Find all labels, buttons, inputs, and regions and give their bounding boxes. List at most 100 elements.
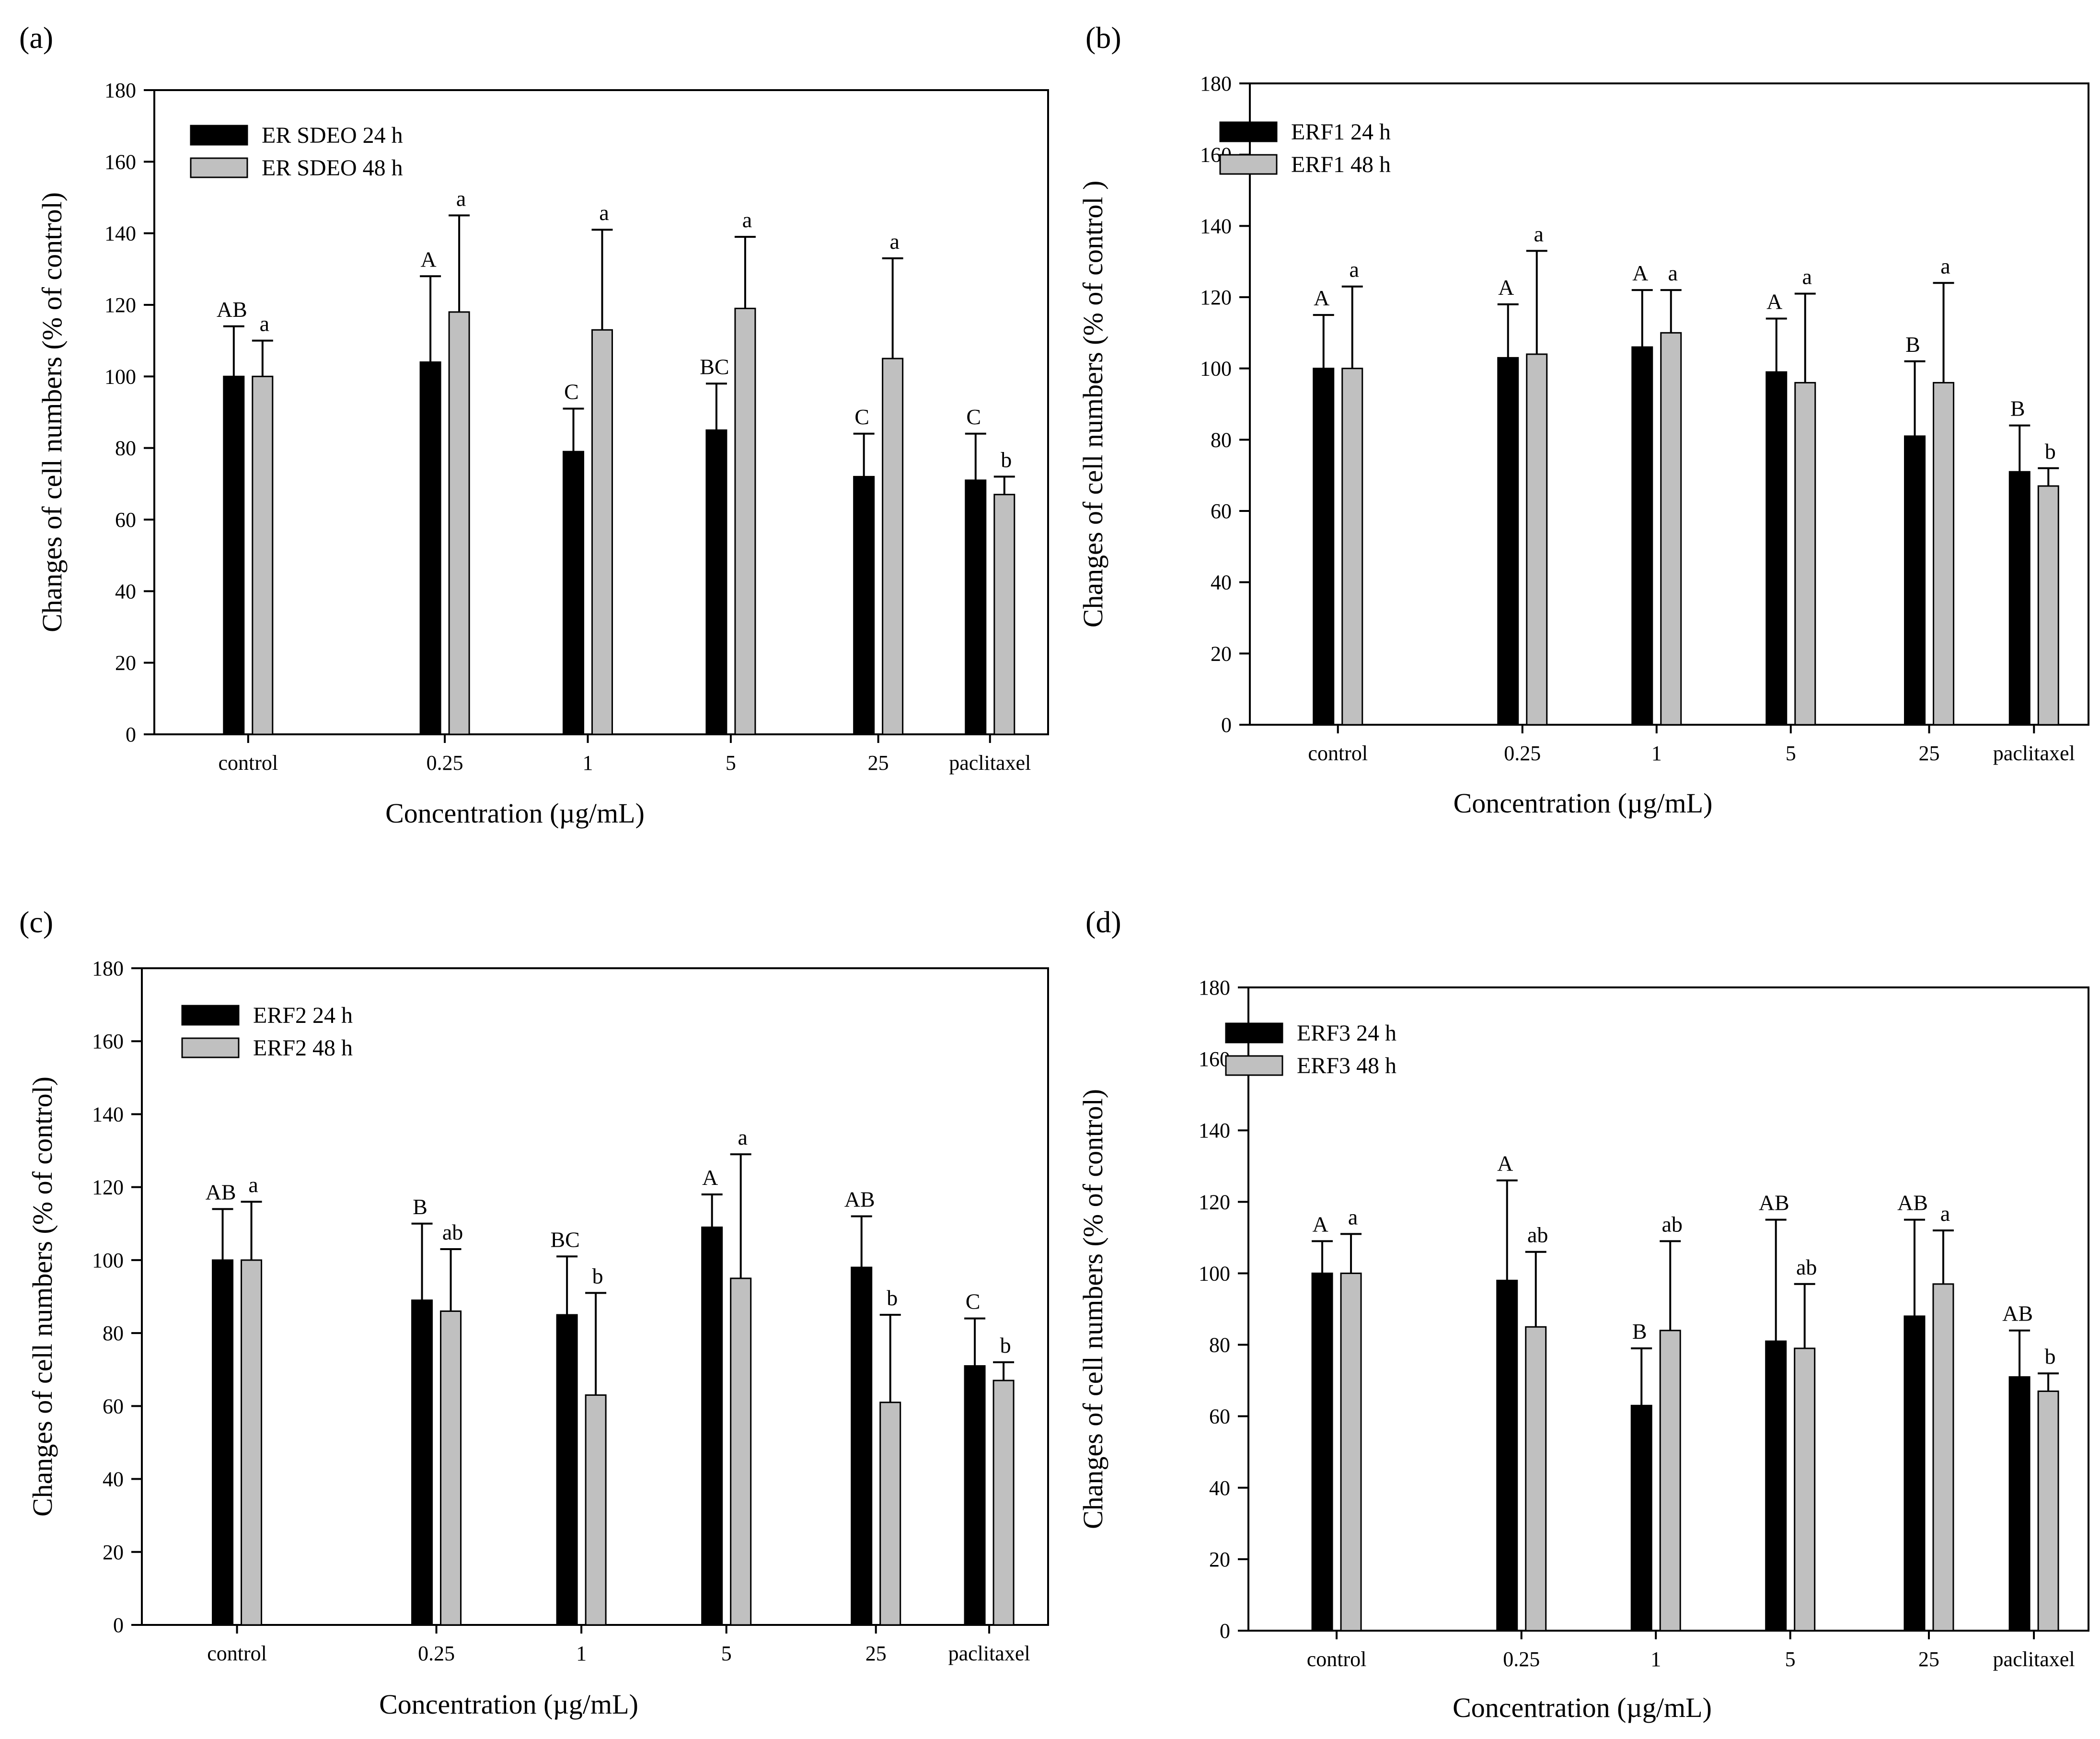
y-tick-label: 100 bbox=[92, 1249, 124, 1272]
bar-48h bbox=[879, 1402, 901, 1626]
y-tick-label: 20 bbox=[103, 1541, 124, 1564]
bar-24h bbox=[1496, 1279, 1518, 1632]
bar-48h bbox=[734, 307, 756, 735]
x-tick-label: control bbox=[207, 1642, 267, 1665]
significance-label: a bbox=[260, 312, 269, 336]
chart-panel-d: (d) 0 20 40 60 80 100 120 140 160 180 Changes of ce… bbox=[1077, 905, 2089, 1723]
panel-label: (c) bbox=[19, 905, 53, 939]
significance-label: a bbox=[742, 208, 752, 232]
significance-label: AB bbox=[1897, 1191, 1928, 1215]
significance-label: AB bbox=[2002, 1301, 2033, 1326]
y-tick-label: 180 bbox=[92, 957, 124, 980]
y-tick-label: 180 bbox=[1200, 72, 1232, 95]
significance-label: AB bbox=[217, 297, 247, 322]
y-tick-label: 120 bbox=[1200, 286, 1232, 309]
bar-48h bbox=[730, 1277, 752, 1626]
bar-24h bbox=[965, 479, 987, 735]
bar-48h bbox=[2037, 1390, 2059, 1632]
x-tick-label: 1 bbox=[1651, 742, 1662, 765]
significance-label: B bbox=[413, 1194, 427, 1219]
bar-48h bbox=[241, 1259, 263, 1626]
significance-label: AB bbox=[206, 1180, 236, 1204]
significance-label: b bbox=[1000, 1333, 1011, 1357]
bar-24h bbox=[1630, 1404, 1652, 1632]
significance-label: A bbox=[702, 1165, 718, 1190]
y-tick-label: 180 bbox=[104, 79, 136, 102]
significance-label: b bbox=[2045, 1344, 2056, 1368]
y-tick-label: 160 bbox=[1199, 1047, 1230, 1071]
bar-48h bbox=[1794, 1347, 1816, 1632]
significance-label: ab bbox=[1796, 1255, 1817, 1279]
significance-label: A bbox=[1766, 290, 1782, 314]
significance-label: AB bbox=[844, 1187, 875, 1212]
bar-24h bbox=[1765, 1340, 1787, 1632]
legend-swatch bbox=[190, 125, 248, 146]
y-tick-label: 60 bbox=[115, 508, 136, 532]
bar-24h bbox=[2008, 1376, 2031, 1632]
y-tick-label: 60 bbox=[1209, 1405, 1230, 1428]
significance-label: AB bbox=[1759, 1191, 1789, 1215]
bar-24h bbox=[851, 1266, 873, 1626]
y-tick-label: 140 bbox=[104, 222, 136, 245]
y-tick-label: 20 bbox=[1209, 1548, 1230, 1571]
significance-label: A bbox=[1632, 261, 1648, 285]
legend-label: ERF2 24 h bbox=[253, 1003, 353, 1028]
significance-label: BC bbox=[700, 354, 729, 379]
significance-label: a bbox=[248, 1172, 258, 1197]
x-tick-label: control bbox=[1308, 742, 1368, 765]
chart-panel-c: (c) 0 20 40 60 80 100 120 140 160 180 Changes of ce… bbox=[19, 905, 1049, 1720]
y-tick-label: 20 bbox=[1211, 642, 1232, 665]
bar-48h bbox=[1932, 1283, 1954, 1632]
bar-48h bbox=[882, 358, 904, 735]
y-tick-label: 40 bbox=[1211, 571, 1232, 594]
significance-label: A bbox=[1497, 1151, 1513, 1176]
x-tick-label: 25 bbox=[865, 1642, 887, 1665]
bar-24h bbox=[1904, 1315, 1926, 1632]
bar-24h bbox=[853, 475, 875, 735]
bar-24h bbox=[1765, 371, 1788, 726]
bar-24h bbox=[556, 1314, 578, 1626]
significance-label: B bbox=[1905, 332, 1920, 357]
significance-label: B bbox=[1632, 1319, 1647, 1344]
x-axis-title: Concentration (µg/mL) bbox=[1453, 1692, 1712, 1723]
significance-label: C bbox=[966, 1289, 981, 1314]
x-tick-label: 25 bbox=[1918, 1647, 1939, 1671]
y-tick-label: 20 bbox=[115, 651, 136, 675]
x-tick-label: 25 bbox=[1919, 742, 1940, 765]
legend-label: ERF1 24 h bbox=[1291, 119, 1391, 145]
significance-label: ab bbox=[442, 1220, 463, 1244]
bar-48h bbox=[1659, 1330, 1681, 1632]
x-tick-label: 0.25 bbox=[1503, 1647, 1540, 1671]
legend-swatch bbox=[181, 1037, 240, 1058]
significance-label: a bbox=[599, 200, 609, 225]
significance-label: a bbox=[889, 229, 899, 254]
bar-48h bbox=[1341, 368, 1363, 726]
significance-label: A bbox=[1498, 275, 1514, 300]
y-tick-label: 140 bbox=[1200, 214, 1232, 238]
significance-label: A bbox=[1312, 1212, 1328, 1236]
significance-label: a bbox=[1668, 261, 1678, 285]
legend-label: ER SDEO 48 h bbox=[262, 155, 403, 181]
significance-label: b bbox=[887, 1286, 898, 1310]
x-tick-label: 25 bbox=[868, 751, 889, 775]
legend-swatch bbox=[1225, 1055, 1283, 1076]
x-tick-label: 0.25 bbox=[418, 1642, 455, 1665]
bar-24h bbox=[1497, 357, 1519, 726]
y-axis-title: Changes of cell numbers (% of control) bbox=[1077, 1089, 1108, 1529]
bar-24h bbox=[1631, 346, 1653, 726]
legend-swatch bbox=[1219, 154, 1278, 175]
chart-panel-a: (a) 0 20 40 60 80 100 120 140 160 180 Changes of ce… bbox=[19, 21, 1049, 829]
legend-swatch bbox=[190, 157, 248, 178]
significance-label: C bbox=[564, 380, 579, 404]
y-tick-label: 80 bbox=[1211, 428, 1232, 452]
bar-48h bbox=[1340, 1272, 1362, 1632]
y-tick-label: 40 bbox=[103, 1468, 124, 1491]
x-tick-label: paclitaxel bbox=[1993, 1647, 2075, 1671]
bar-48h bbox=[440, 1310, 462, 1626]
significance-label: b bbox=[1001, 447, 1012, 472]
bar-48h bbox=[1660, 332, 1682, 726]
bar-48h bbox=[993, 494, 1015, 735]
bar-24h bbox=[964, 1365, 986, 1626]
